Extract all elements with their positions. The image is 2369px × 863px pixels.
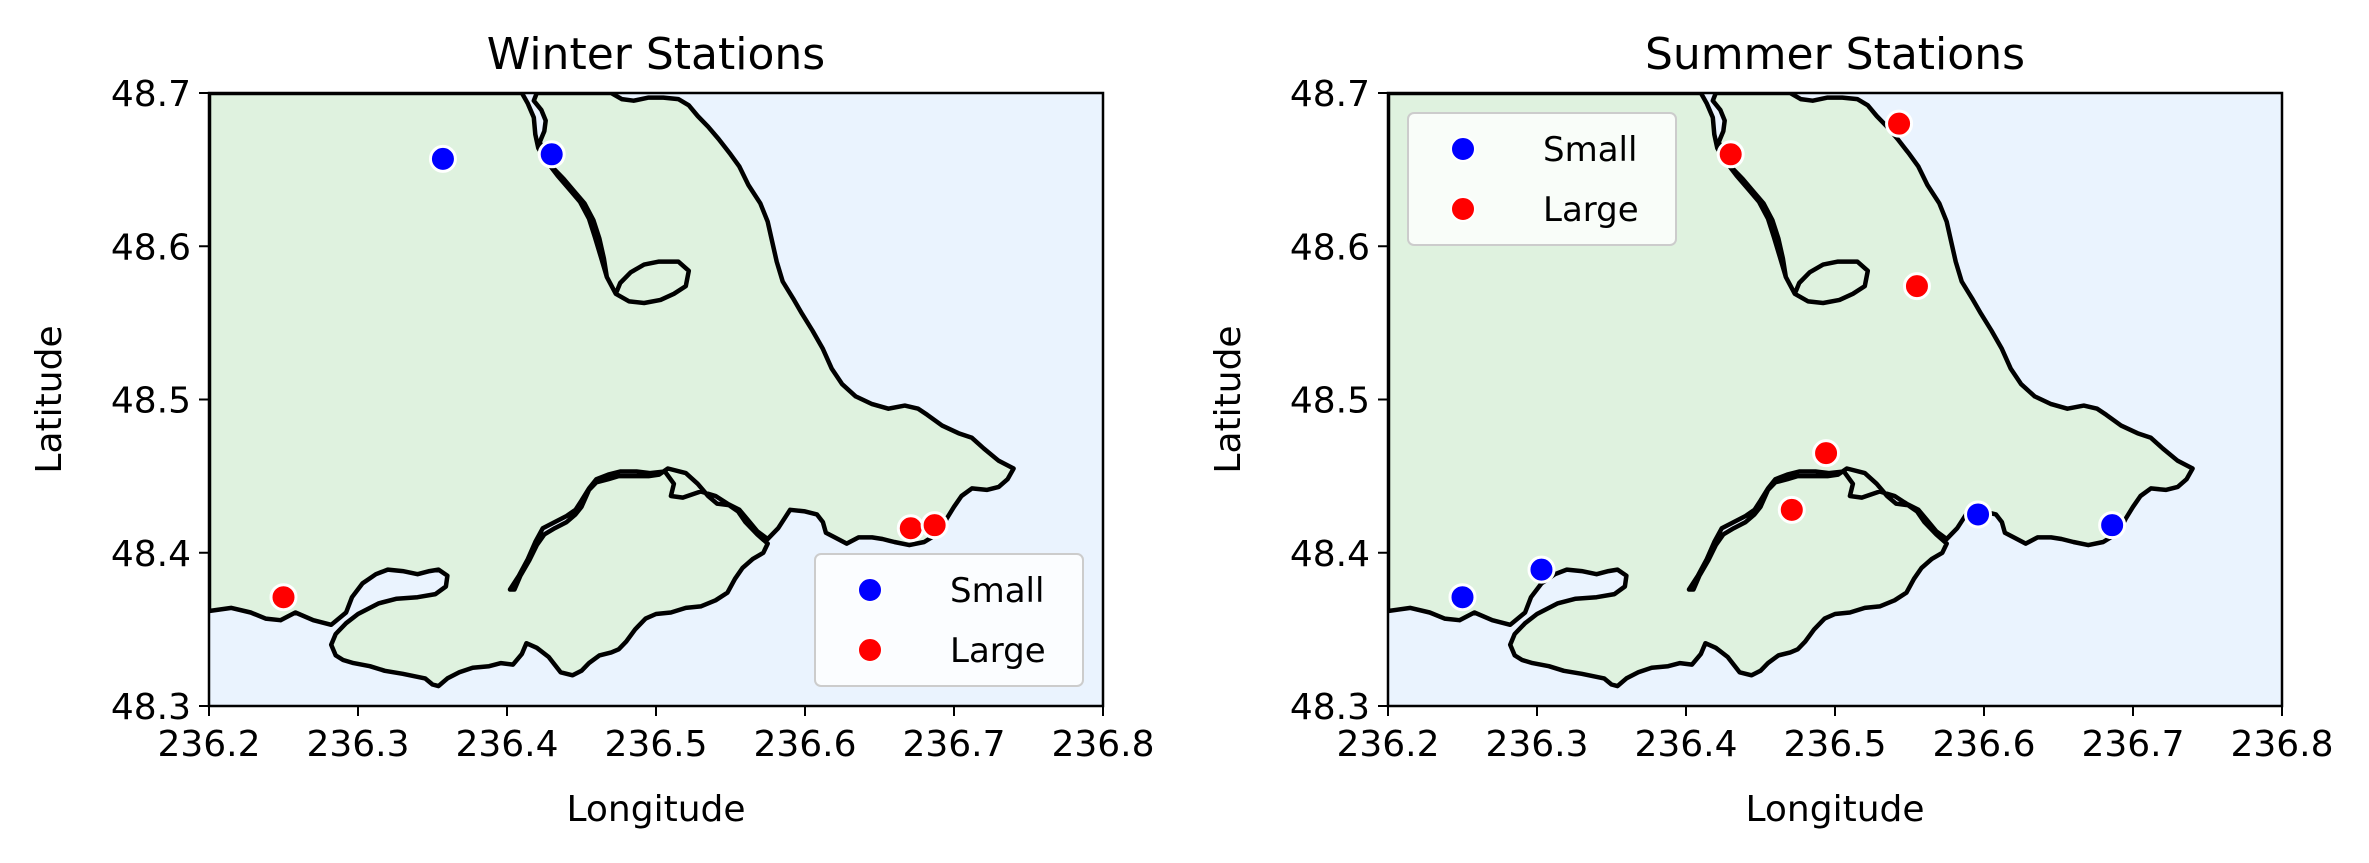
x-tick-label: 236.6 bbox=[753, 724, 856, 765]
x-axis-label: Longitude bbox=[566, 789, 745, 830]
x-tick-label: 236.5 bbox=[604, 724, 707, 765]
station-point-large bbox=[896, 514, 925, 543]
station-point-large bbox=[920, 511, 949, 540]
station-point-small bbox=[1448, 583, 1477, 612]
legend: Small Large bbox=[1407, 112, 1677, 246]
y-tick-label: 48.4 bbox=[1290, 534, 1370, 575]
station-point-small bbox=[2098, 511, 2127, 540]
y-tick-label: 48.5 bbox=[111, 381, 191, 422]
station-point-large bbox=[1716, 140, 1745, 169]
legend-marker-large bbox=[857, 637, 883, 663]
x-tick-label: 236.7 bbox=[902, 724, 1005, 765]
x-tick-label: 236.5 bbox=[1783, 724, 1886, 765]
x-tick-label: 236.8 bbox=[1051, 724, 1154, 765]
chart-title: Summer Stations bbox=[1645, 29, 2025, 80]
y-tick-label: 48.3 bbox=[1290, 687, 1370, 728]
legend-label-large: Large bbox=[1543, 190, 1639, 230]
x-tick-label: 236.8 bbox=[2230, 724, 2333, 765]
y-tick-label: 48.5 bbox=[1290, 381, 1370, 422]
y-tick-label: 48.7 bbox=[1290, 74, 1370, 115]
y-tick-label: 48.3 bbox=[111, 687, 191, 728]
winter-stations-panel: 236.2 236.3 236.4 236.5 236.6 236.7 236.8 48.3 4… bbox=[29, 29, 1155, 830]
station-point-small bbox=[428, 144, 457, 173]
y-tick-label: 48.4 bbox=[111, 534, 191, 575]
station-point-large bbox=[1902, 272, 1931, 301]
station-points bbox=[269, 140, 949, 612]
y-axis-label: Latitude bbox=[29, 325, 70, 473]
y-tick-label: 48.6 bbox=[1290, 227, 1370, 268]
x-tick-label: 236.4 bbox=[1634, 724, 1737, 765]
station-point-large bbox=[1777, 495, 1806, 524]
station-point-large bbox=[1885, 109, 1914, 138]
legend-label-large: Large bbox=[950, 631, 1046, 671]
station-point-small bbox=[537, 140, 566, 169]
y-tick-label: 48.6 bbox=[111, 227, 191, 268]
y-axis-label: Latitude bbox=[1208, 325, 1249, 473]
station-point-small bbox=[1964, 500, 1993, 529]
x-tick-label: 236.6 bbox=[1932, 724, 2035, 765]
y-tick-label: 48.7 bbox=[111, 74, 191, 115]
station-point-large bbox=[269, 583, 298, 612]
x-tick-label: 236.2 bbox=[1336, 724, 1439, 765]
x-axis-label: Longitude bbox=[1745, 789, 1924, 830]
legend-label-small: Small bbox=[1543, 130, 1637, 170]
station-point-large bbox=[1812, 439, 1841, 468]
legend-marker-large bbox=[1450, 196, 1476, 222]
x-tick-label: 236.4 bbox=[455, 724, 558, 765]
station-points bbox=[1448, 109, 2127, 612]
x-tick-label: 236.3 bbox=[1485, 724, 1588, 765]
x-tick-label: 236.2 bbox=[157, 724, 260, 765]
legend-marker-small bbox=[1450, 136, 1476, 162]
legend-marker-small bbox=[857, 577, 883, 603]
legend-label-small: Small bbox=[950, 571, 1044, 611]
chart-title: Winter Stations bbox=[487, 29, 825, 80]
legend: Small Large bbox=[814, 553, 1084, 687]
x-tick-label: 236.3 bbox=[306, 724, 409, 765]
x-tick-label: 236.7 bbox=[2081, 724, 2184, 765]
station-point-small bbox=[1527, 555, 1556, 584]
summer-stations-panel: 236.2 236.3 236.4 236.5 236.6 236.7 236.8 48.3 4… bbox=[1208, 29, 2334, 830]
